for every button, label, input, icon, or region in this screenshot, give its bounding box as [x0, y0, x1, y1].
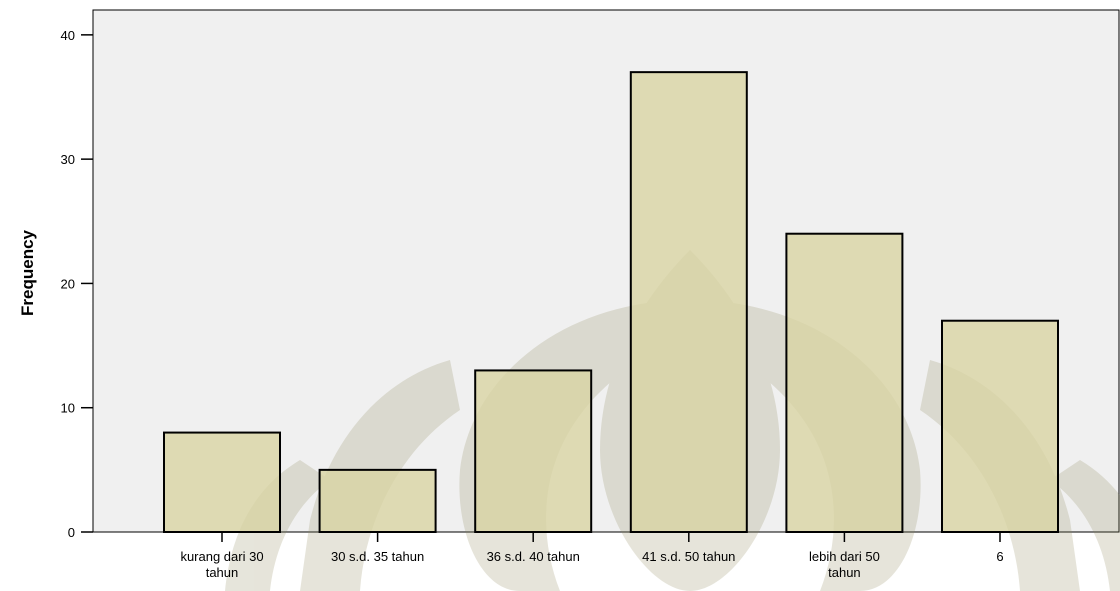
bar — [629, 71, 748, 534]
x-tick-label: kurang dari 30 tahun — [180, 549, 263, 580]
y-tick-label: 20 — [61, 276, 75, 291]
x-axis: kurang dari 30 tahun 30 s.d. 35 tahun 36 s.… — [180, 532, 1004, 580]
y-axis-title: Frequency — [18, 229, 37, 316]
x-tick-label: lebih dari 50 tahun — [809, 549, 880, 580]
x-tick-label: 6 — [996, 549, 1003, 564]
y-axis: 0 10 20 30 40 — [61, 28, 93, 540]
bar — [785, 232, 904, 533]
y-tick-label: 10 — [61, 401, 75, 416]
x-tick-label: 36 s.d. 40 tahun — [487, 549, 580, 564]
bar — [474, 369, 593, 533]
bars-group — [163, 71, 1059, 534]
x-tick-label: 41 s.d. 50 tahun — [642, 549, 735, 564]
x-tick-label: 30 s.d. 35 tahun — [331, 549, 424, 564]
y-tick-label: 30 — [61, 152, 75, 167]
y-tick-label: 40 — [61, 28, 75, 43]
bar — [163, 431, 281, 534]
y-tick-label: 0 — [68, 525, 75, 540]
watermark-petal — [1050, 460, 1120, 591]
bar — [941, 319, 1059, 534]
bar — [318, 468, 437, 534]
